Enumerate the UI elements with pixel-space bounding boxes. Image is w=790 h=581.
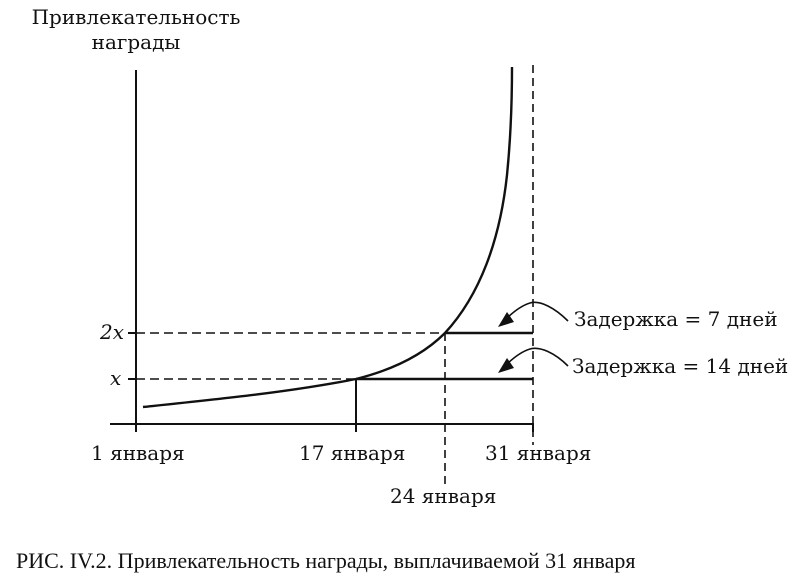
- y-axis-title-line1: Привлекательность: [31, 5, 241, 29]
- y-tick-x: x: [110, 366, 122, 390]
- figure-caption: РИС. IV.2. Привлекательность награды, вы…: [16, 548, 636, 573]
- arrow-14-days-head: [498, 358, 514, 373]
- arrow-14-days-curve: [504, 347, 569, 367]
- x-tick-1-jan: 1 января: [91, 441, 185, 465]
- arrow-7-days-head: [498, 312, 514, 327]
- arrow-7-days-curve: [504, 301, 569, 322]
- annotation-delay-7-days: Задержка = 7 дней: [574, 307, 778, 331]
- x-tick-24-jan: 24 января: [390, 484, 497, 508]
- attractiveness-curve: [142, 66, 514, 409]
- x-tick-17-jan: 17 января: [299, 441, 406, 465]
- y-tick-2x: 2x: [100, 320, 125, 344]
- y-axis-title-line2: награды: [91, 30, 181, 54]
- x-tick-31-jan: 31 января: [485, 441, 592, 465]
- annotation-delay-14-days: Задержка = 14 дней: [572, 354, 789, 378]
